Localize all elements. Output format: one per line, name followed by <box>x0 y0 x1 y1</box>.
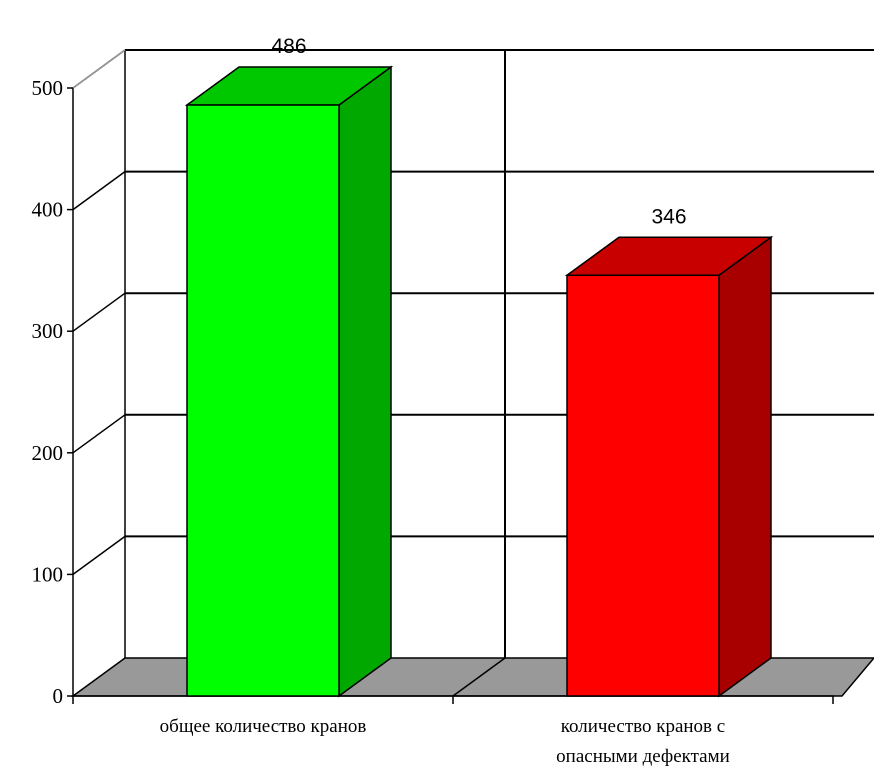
category-label: количество кранов с <box>561 716 725 737</box>
bar-front <box>186 104 340 697</box>
y-tick-label: 100 <box>32 562 64 586</box>
y-tick-label: 0 <box>53 684 64 708</box>
bar-side <box>718 235 772 698</box>
bar-1 <box>564 235 774 698</box>
data-label: 346 <box>651 205 686 228</box>
labels-layer: 486 346 общее количество кранов количество … <box>160 35 730 767</box>
bar-front <box>566 274 720 697</box>
bar-side <box>338 65 392 698</box>
floor-divider <box>452 657 506 697</box>
bar-0 <box>184 65 394 698</box>
gridline-side-400 <box>72 170 126 211</box>
category-label: опасными дефектами <box>556 746 730 767</box>
gridline-side-300 <box>72 292 126 332</box>
category-label: общее количество кранов <box>160 716 367 737</box>
y-tick-label: 400 <box>32 198 64 222</box>
y-tick-label: 500 <box>32 76 64 100</box>
data-label: 486 <box>271 35 306 58</box>
left-wall-top-edge <box>72 49 126 89</box>
bars-layer <box>184 65 774 698</box>
y-tick-label: 200 <box>32 441 64 465</box>
y-tick-label: 300 <box>32 319 64 343</box>
gridline-side-100 <box>72 535 126 576</box>
gridline-side-200 <box>72 414 126 454</box>
